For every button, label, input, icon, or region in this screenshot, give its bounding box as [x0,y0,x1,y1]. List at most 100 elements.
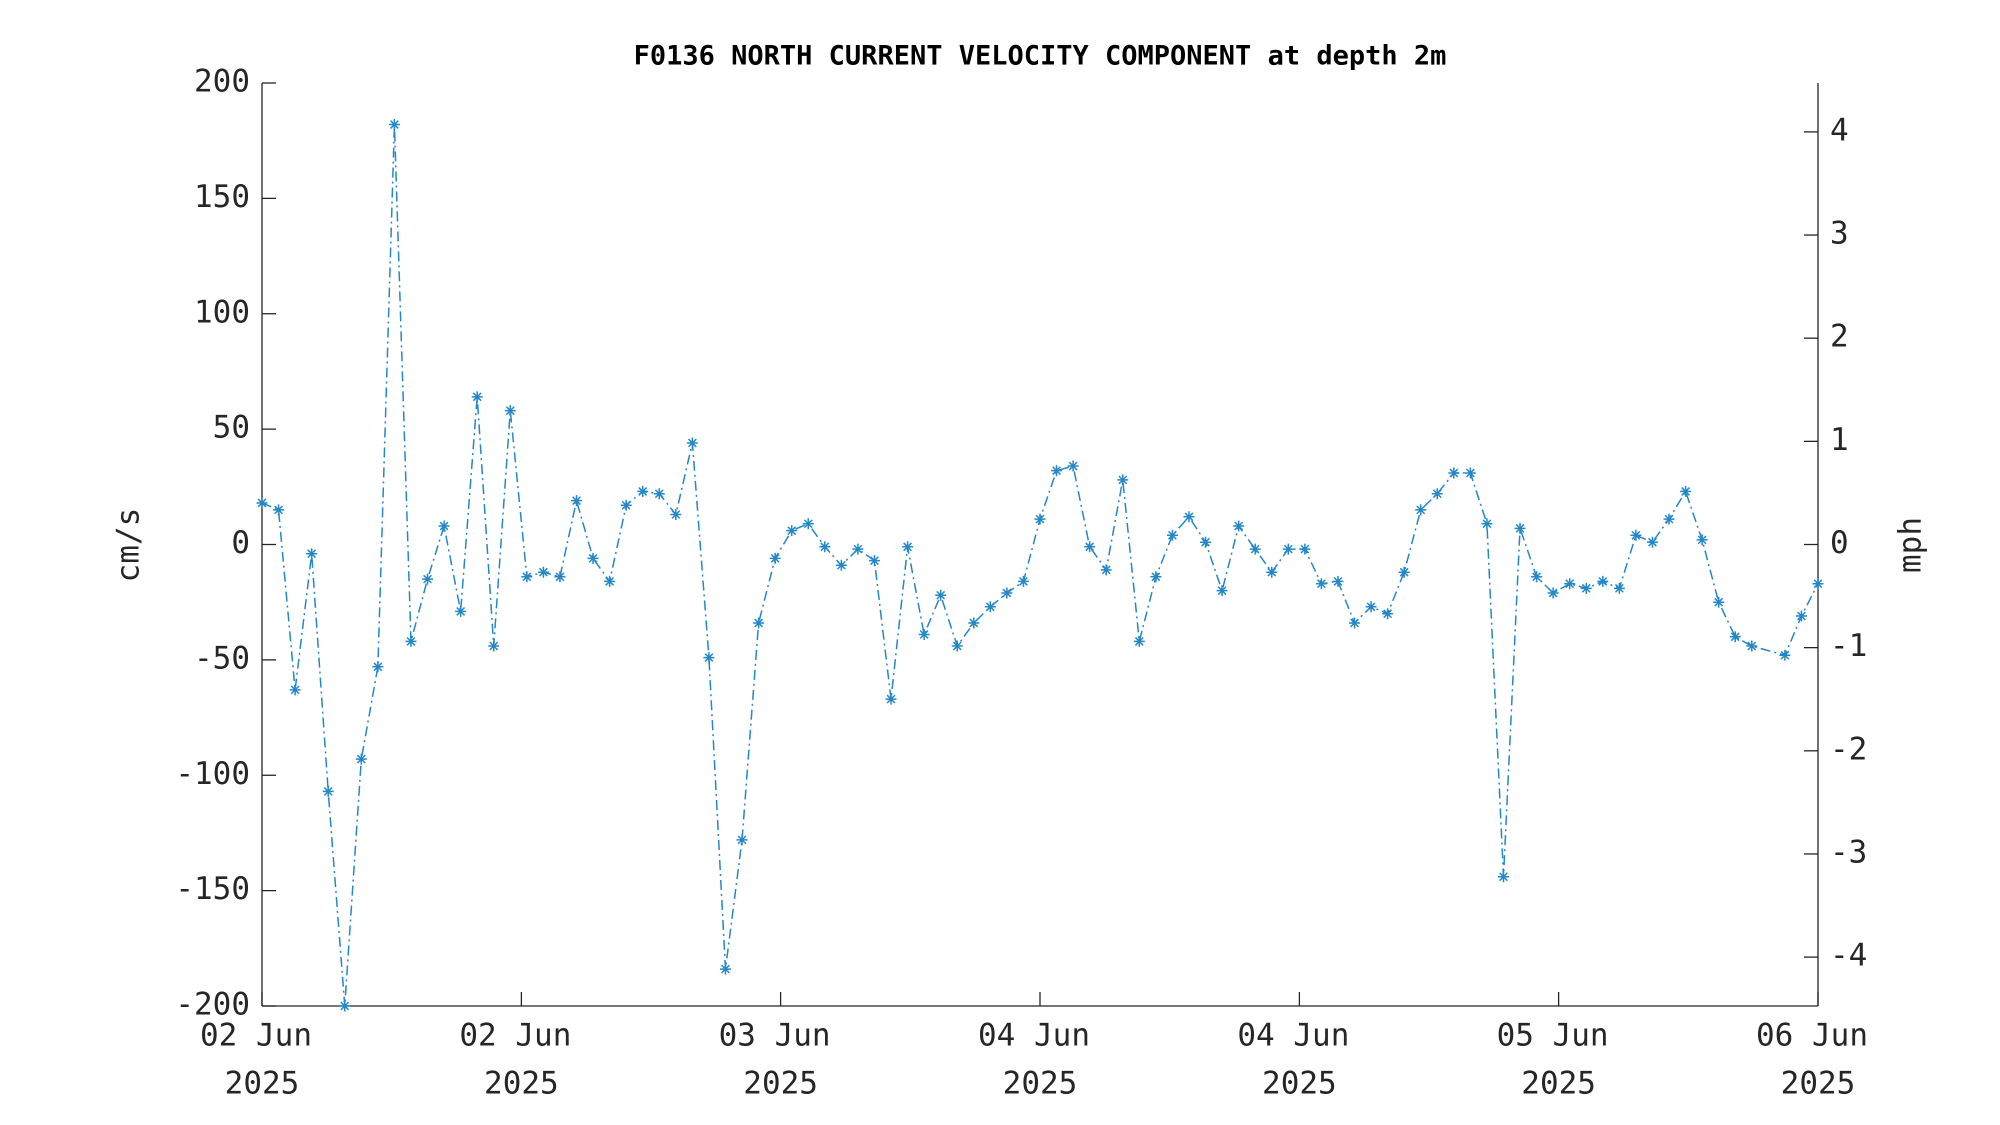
y2-tick-label: 0 [1830,525,1849,561]
x-tick-label: 06 Jun [1756,1018,1868,1054]
data-marker [1382,608,1394,620]
data-marker [1795,610,1807,622]
data-marker [653,488,665,500]
data-marker [256,497,268,509]
data-marker [984,601,996,613]
y-tick-label: 0 [231,525,250,561]
data-marker [1580,582,1592,594]
data-marker [1299,543,1311,555]
data-marker [1200,536,1212,548]
data-marker [951,640,963,652]
data-marker [488,640,500,652]
data-marker [521,571,533,583]
data-marker [670,509,682,521]
data-marker [1051,465,1063,477]
data-marker [868,555,880,567]
data-marker [1332,575,1344,587]
x-tick-label: 04 Jun [978,1018,1090,1054]
data-marker [637,485,649,497]
data-marker [736,834,748,846]
data-marker [1729,631,1741,643]
x-tick-label: 2025 [1262,1066,1337,1102]
data-marker [455,605,467,617]
y-tick-label: -150 [175,871,250,907]
data-marker [1547,587,1559,599]
data-marker [289,684,301,696]
data-marker [1166,529,1178,541]
data-marker [1415,504,1427,516]
data-marker [1779,649,1791,661]
y-tick-label: 100 [194,294,250,330]
data-marker [902,541,914,553]
data-marker [1100,564,1112,576]
y2-tick-label: 4 [1830,112,1849,148]
data-marker [339,1000,351,1012]
data-marker [1034,513,1046,525]
data-marker [355,753,367,765]
data-marker [1630,529,1642,541]
data-marker [1613,582,1625,594]
data-marker [935,589,947,601]
data-marker [885,693,897,705]
data-marker [1746,640,1758,652]
data-marker [1448,467,1460,479]
data-marker [1133,635,1145,647]
data-marker [1216,585,1228,597]
x-tick-label: 2025 [484,1066,559,1102]
data-marker [1365,601,1377,613]
y2-tick-label: 2 [1830,319,1849,355]
data-marker [322,785,334,797]
x-tick-label: 2025 [1781,1066,1856,1102]
data-marker [753,617,765,629]
data-marker [504,405,516,417]
data-marker [587,552,599,564]
data-marker [1282,543,1294,555]
data-marker [852,543,864,555]
data-marker [819,541,831,553]
y-tick-label: 200 [194,64,250,100]
data-marker [703,652,715,664]
x-tick-label: 2025 [1521,1066,1596,1102]
data-marker [1680,485,1692,497]
data-line [261,124,1819,1007]
data-marker [1266,566,1278,578]
data-marker [604,575,616,587]
data-marker [719,963,731,975]
data-marker [471,391,483,403]
data-marker [918,628,930,640]
x-tick-label: 2025 [225,1066,300,1102]
x-tick-label: 2025 [743,1066,818,1102]
data-marker [1812,578,1824,590]
x-tick-label: 03 Jun [719,1018,831,1054]
data-marker [537,566,549,578]
x-tick-label: 02 Jun [200,1018,312,1054]
data-marker [686,437,698,449]
data-marker [372,661,384,673]
chart-title: F0136 NORTH CURRENT VELOCITY COMPONENT a… [634,41,1447,72]
y2-tick-label: 1 [1830,422,1849,458]
data-marker [1183,511,1195,523]
x-tick-label: 2025 [1003,1066,1078,1102]
y2-tick-label: -2 [1830,731,1867,767]
data-marker [1531,571,1543,583]
y2-tick-label: -1 [1830,628,1867,664]
data-marker [422,573,434,585]
data-marker [835,559,847,571]
data-marker [1117,474,1129,486]
data-marker [1084,541,1096,553]
data-marker [1001,587,1013,599]
data-marker [1597,575,1609,587]
y-tick-label: -200 [175,987,250,1023]
y2-tick-label: -3 [1830,834,1867,870]
data-marker [1696,534,1708,546]
data-marker [1315,578,1327,590]
data-marker [1646,536,1658,548]
data-marker [1713,596,1725,608]
data-marker [769,552,781,564]
data-marker [1481,518,1493,530]
y2-tick-label: 3 [1830,216,1849,252]
data-marker [1249,543,1261,555]
data-marker [1017,575,1029,587]
data-marker [405,635,417,647]
